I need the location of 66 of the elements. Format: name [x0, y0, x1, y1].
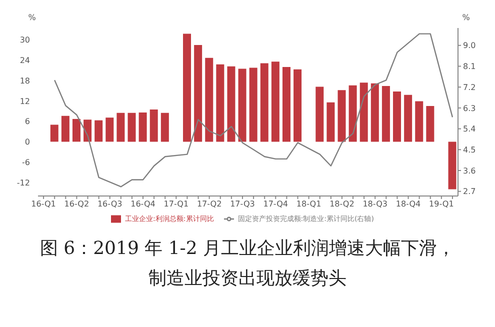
y2-tick-label: 7.2	[463, 82, 476, 92]
bar	[205, 58, 214, 142]
bar	[138, 112, 147, 142]
y-tick-label: -6	[22, 158, 30, 167]
y2-tick-label: 5.4	[463, 124, 476, 134]
bar	[183, 34, 192, 142]
bar	[426, 106, 434, 142]
bar	[94, 120, 103, 142]
bar	[160, 112, 169, 142]
bar	[194, 44, 202, 142]
x-tick-label: 16-Q2	[64, 200, 90, 209]
x-tick-label: 16-Q1	[31, 200, 56, 209]
y2-tick-label: 6.3	[463, 104, 476, 113]
bar	[415, 101, 424, 142]
bar	[238, 68, 246, 142]
bar	[116, 112, 125, 142]
bar	[216, 64, 224, 142]
x-tick-label: 16-Q4	[130, 200, 156, 209]
bar	[326, 102, 335, 142]
y2-tick-label: 8.1	[463, 62, 476, 72]
bar	[106, 118, 114, 142]
line-series	[54, 33, 454, 188]
bar	[72, 118, 80, 142]
bar	[404, 94, 412, 142]
bar	[150, 109, 158, 142]
bar	[382, 86, 390, 142]
y2-tick-label: 2.7	[463, 187, 476, 196]
text: 图 6：2019 年 1-2 月工业企业利润增速大幅下滑，制造业投资出现放缓势头	[38, 237, 456, 291]
bar	[128, 112, 136, 142]
y-tick-label: 18	[20, 76, 30, 86]
x-tick-label: 18-Q2	[330, 200, 354, 209]
bar	[260, 63, 268, 142]
y-tick-label: 30	[20, 36, 30, 45]
x-tick-label: 17-Q4	[263, 200, 288, 209]
y2-tick-label: 3.6	[463, 166, 476, 176]
y-tick-label: -12	[16, 178, 30, 188]
x-tick-label: 18-Q1	[296, 200, 322, 209]
bar	[338, 90, 346, 142]
y-tick-label: 24	[20, 56, 30, 66]
x-tick-label: 16-Q3	[97, 200, 122, 209]
y-tick-label: 0	[24, 138, 30, 147]
x-tick-label: 18-Q3	[362, 200, 388, 209]
bar	[282, 67, 290, 142]
bar	[227, 66, 236, 142]
bar	[271, 62, 280, 142]
x-tick-label: 17-Q1	[164, 200, 189, 209]
x-tick-label: 17-Q2	[196, 200, 222, 209]
x-tick-label: 18-Q4	[396, 200, 421, 209]
y-tick-label: 6	[24, 117, 30, 126]
x-tick-label: 17-Q3	[230, 200, 255, 209]
bar	[50, 124, 58, 142]
y2-axis-title: %	[462, 13, 470, 22]
bar	[393, 91, 402, 142]
bar	[61, 116, 70, 142]
bar	[348, 85, 357, 142]
x-tick-label: 19-Q1	[429, 200, 454, 209]
bar	[448, 142, 456, 190]
bar	[294, 69, 302, 142]
y2-tick-label: 9.0	[463, 41, 476, 50]
bar	[249, 68, 258, 142]
y-axis-title: %	[28, 13, 36, 22]
y-tick-label: 12	[20, 96, 30, 106]
bar	[360, 82, 368, 142]
bar	[316, 86, 324, 142]
bar	[370, 83, 379, 142]
y2-tick-label: 4.5	[463, 145, 476, 154]
